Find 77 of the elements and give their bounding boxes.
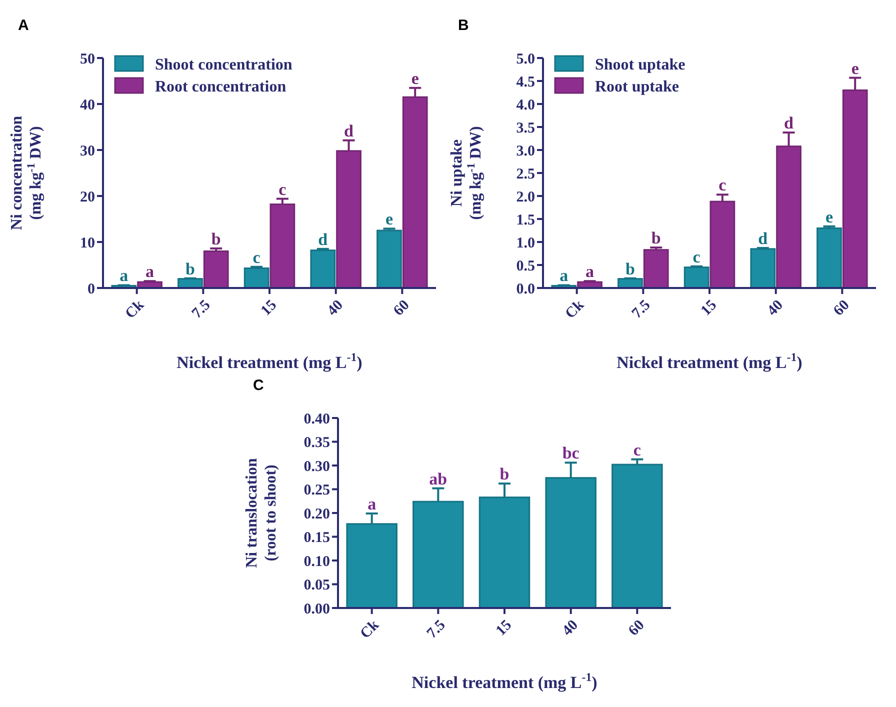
data-label: bc [562, 444, 580, 463]
y-tick-label: 2.0 [516, 189, 535, 206]
x-tick-label: 40 [559, 617, 582, 640]
x-tick-label: 15 [258, 297, 280, 320]
chart-title: B [458, 17, 469, 34]
data-label: d [758, 228, 768, 248]
y-tick-label: 30 [80, 143, 95, 160]
x-tick-label: 60 [626, 617, 648, 640]
data-label: b [625, 259, 635, 278]
y-tick-label: 0.40 [304, 411, 330, 428]
y-tick-label: 1.5 [516, 212, 535, 228]
data-label: a [146, 262, 155, 282]
x-tick-label: 7.5 [189, 297, 214, 322]
y-tick-label: 0.05 [304, 578, 330, 594]
y-tick-label: 4.5 [516, 74, 535, 90]
y-tick-label: 5.0 [516, 51, 535, 68]
y-tick-label: 0.20 [304, 506, 330, 522]
data-label: e [411, 68, 420, 88]
y-tick-label: 0.15 [304, 530, 330, 546]
y-tick-label: 3.5 [516, 120, 535, 136]
x-axis-title: Nickel treatment (mg L$^{-1}$) [176, 350, 362, 372]
x-tick-label: Ck [357, 616, 383, 642]
legend-label: Shoot uptake [595, 56, 686, 74]
y-tick-label: 0.0 [516, 281, 535, 298]
x-tick-label: Ck [562, 296, 588, 322]
data-label: a [120, 266, 129, 286]
chart-title: A [18, 17, 29, 34]
data-label: e [851, 58, 860, 78]
data-label: c [692, 247, 701, 266]
x-tick-label: 40 [324, 297, 346, 320]
data-label: a [368, 494, 377, 514]
y-tick-label: 0.5 [516, 258, 535, 274]
legend-label: Root uptake [595, 78, 680, 96]
data-label: a [560, 266, 569, 286]
data-label: b [651, 228, 661, 248]
x-tick-label: Ck [122, 296, 148, 322]
data-label: b [211, 229, 221, 248]
y-tick-label: 0.10 [304, 554, 330, 570]
y-tick-label: 2.5 [516, 166, 535, 182]
x-tick-label: 7.5 [424, 617, 449, 642]
y-tick-label: 50 [80, 51, 95, 68]
data-label: c [633, 440, 642, 460]
y-tick-label: 0.00 [304, 601, 330, 618]
y-tick-label: 4.0 [516, 97, 535, 114]
x-tick-label: 7.5 [629, 297, 654, 322]
y-tick-label: 1.0 [516, 235, 535, 252]
data-label: c [718, 176, 727, 195]
y-tick-label: 20 [80, 189, 95, 206]
x-axis-title: Nickel treatment (mg L$^{-1}$) [412, 670, 598, 692]
y-axis-title: Ni translocation (root to shoot) [243, 458, 280, 568]
y-tick-label: 10 [80, 235, 95, 252]
data-label: d [344, 121, 354, 140]
data-label: b [185, 259, 195, 278]
x-tick-label: 40 [764, 297, 786, 320]
data-label: a [586, 262, 595, 282]
data-label: d [784, 114, 794, 133]
y-tick-label: 0.25 [304, 482, 330, 498]
y-tick-label: 0.30 [304, 458, 330, 475]
data-label: c [252, 248, 261, 267]
legend-label: Root concentration [155, 78, 286, 96]
y-tick-label: 40 [80, 97, 95, 114]
y-tick-label: 0.35 [304, 435, 330, 451]
data-label: d [318, 230, 328, 249]
legend-label: Shoot concentration [155, 56, 292, 74]
x-tick-label: 60 [390, 297, 413, 320]
data-label: e [825, 207, 834, 226]
y-tick-label: 0 [88, 281, 95, 298]
chart-title: C [253, 377, 264, 394]
y-tick-label: 3.0 [516, 143, 535, 160]
x-tick-label: 15 [493, 617, 516, 640]
x-tick-label: 15 [698, 297, 720, 320]
data-label: ab [429, 469, 448, 488]
data-label: e [385, 210, 394, 229]
data-label: b [500, 464, 510, 484]
data-label: c [278, 180, 287, 199]
x-axis-title: Nickel treatment (mg L$^{-1}$) [616, 350, 802, 372]
x-tick-label: 60 [830, 297, 853, 320]
